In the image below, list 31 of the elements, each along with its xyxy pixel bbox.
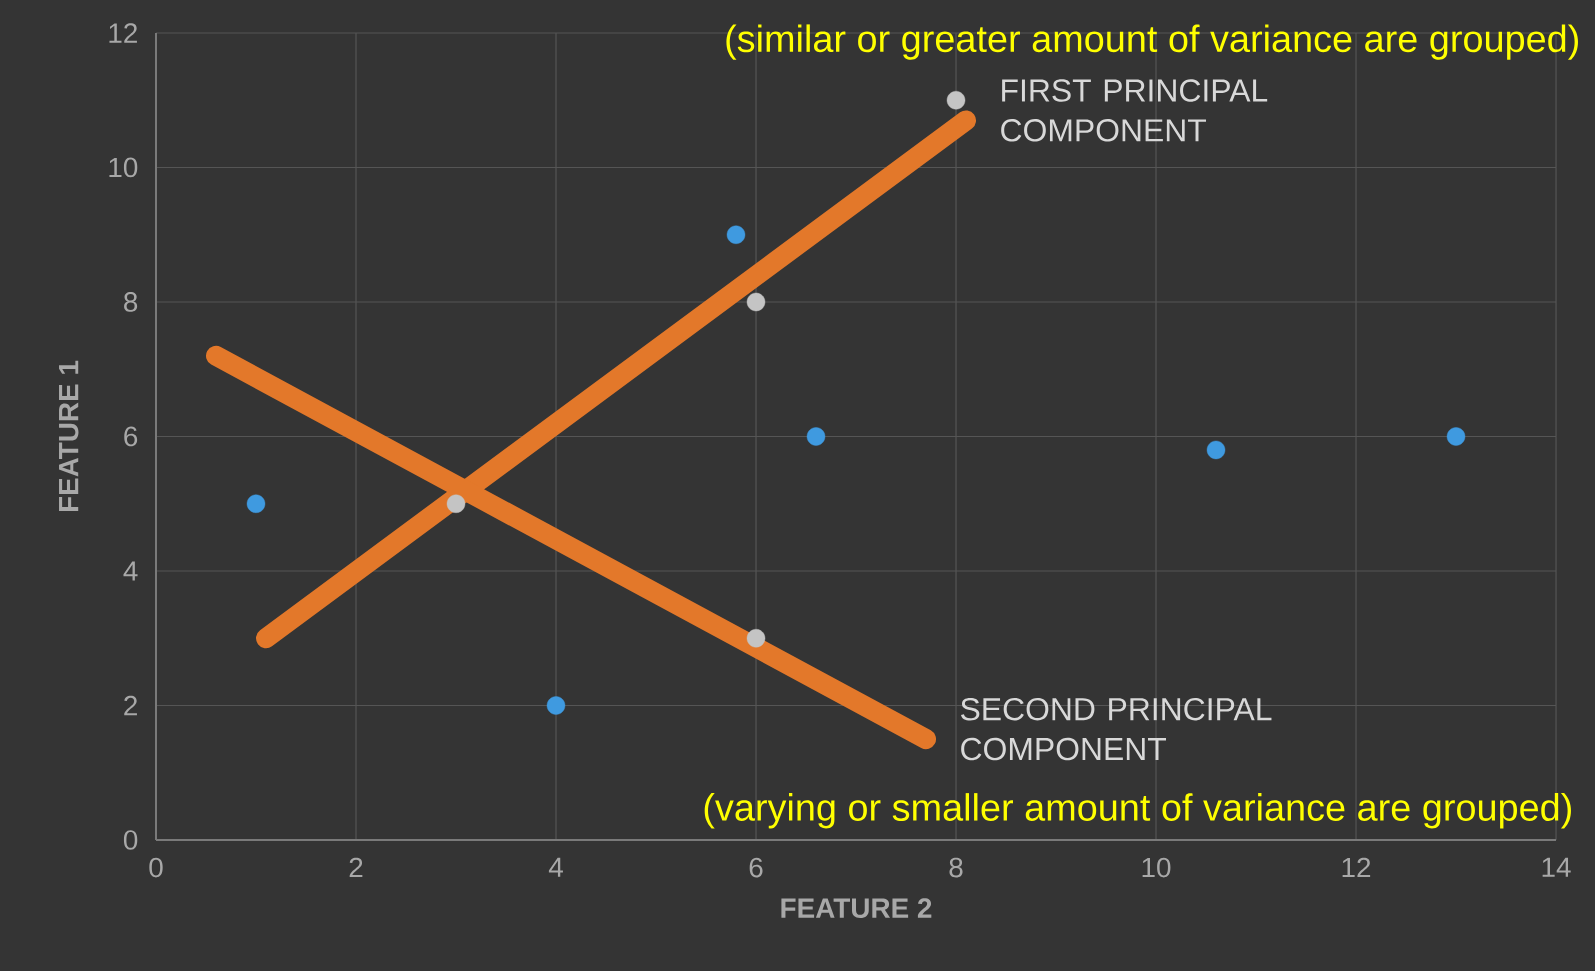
y-tick-label: 4 — [123, 561, 138, 581]
x-tick-label: 12 — [1342, 857, 1371, 878]
point — [746, 629, 766, 648]
y-tick-label: 2 — [124, 695, 137, 716]
point — [546, 696, 566, 715]
point — [1446, 427, 1466, 446]
x-axis-title: FEATURE 2 — [781, 898, 932, 918]
y-tick-label: 12 — [109, 23, 137, 43]
x-tick-label: 14 — [1542, 857, 1571, 877]
point — [946, 91, 966, 110]
x-tick-label: 4 — [548, 857, 563, 877]
x-tick-label: 6 — [749, 857, 763, 878]
x-tick-label: 2 — [349, 857, 363, 878]
series-label: SECOND PRINCIPAL COMPONENT — [960, 697, 1272, 761]
y-axis-title: FEATURE 1 — [59, 360, 79, 512]
point — [246, 494, 266, 513]
annotation: (varying or smaller amount of variance are grouped) — [704, 793, 1571, 829]
x-tick-label: 8 — [949, 857, 963, 878]
y-tick-label: 0 — [123, 830, 138, 850]
y-tick-label: 8 — [124, 292, 138, 312]
point — [446, 494, 466, 513]
x-tick-label: 0 — [149, 857, 163, 878]
point — [1206, 440, 1226, 460]
annotation: (similar or greater amount of variance are grouped) — [726, 24, 1578, 60]
y-tick-label: 6 — [124, 426, 138, 447]
point — [746, 292, 766, 312]
point — [806, 427, 826, 446]
point — [726, 225, 746, 244]
series-label: FIRST PRINCIPAL COMPONENT — [1001, 79, 1268, 142]
y-tick-label: 10 — [109, 157, 138, 178]
x-tick-label: 10 — [1142, 857, 1171, 878]
